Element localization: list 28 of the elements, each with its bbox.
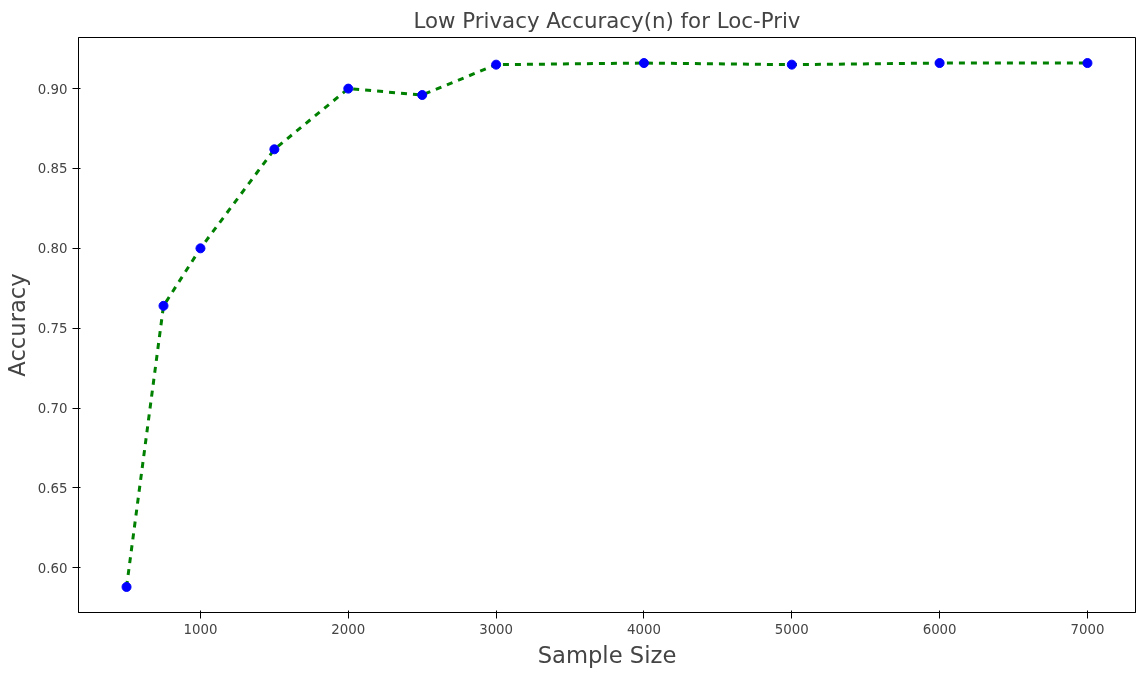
point bbox=[491, 59, 502, 70]
x-tick-label: 2000 bbox=[331, 621, 366, 637]
y-tick-label: 0.70 bbox=[37, 401, 68, 417]
y-tick-label: 0.80 bbox=[37, 241, 68, 257]
x-tick-label: 5000 bbox=[774, 621, 809, 637]
x-tick-label: 4000 bbox=[627, 621, 661, 637]
point bbox=[638, 58, 649, 69]
x-tick-label: 1000 bbox=[183, 621, 218, 637]
y-tick-label: 0.85 bbox=[37, 161, 68, 177]
y-tick-label: 0.75 bbox=[37, 321, 68, 337]
y-axis-title: Accuracy bbox=[3, 273, 30, 377]
y-tick-label: 0.60 bbox=[37, 560, 68, 576]
y-tick-label: 0.65 bbox=[37, 480, 68, 496]
point bbox=[786, 59, 797, 70]
point bbox=[158, 300, 169, 311]
point bbox=[195, 243, 206, 254]
point bbox=[269, 144, 280, 155]
x-axis-title: Sample Size bbox=[537, 641, 677, 668]
point bbox=[343, 83, 354, 94]
chart-title: Low Privacy Accuracy(n) for Loc-Priv bbox=[413, 7, 801, 33]
point bbox=[934, 58, 945, 69]
x-tick-label: 6000 bbox=[922, 621, 957, 637]
point bbox=[417, 90, 428, 100]
point bbox=[1082, 58, 1093, 69]
x-tick-label: 3000 bbox=[479, 621, 514, 637]
x-tick-label: 7000 bbox=[1070, 621, 1105, 637]
point bbox=[121, 581, 132, 592]
y-tick-label: 0.90 bbox=[37, 81, 68, 97]
